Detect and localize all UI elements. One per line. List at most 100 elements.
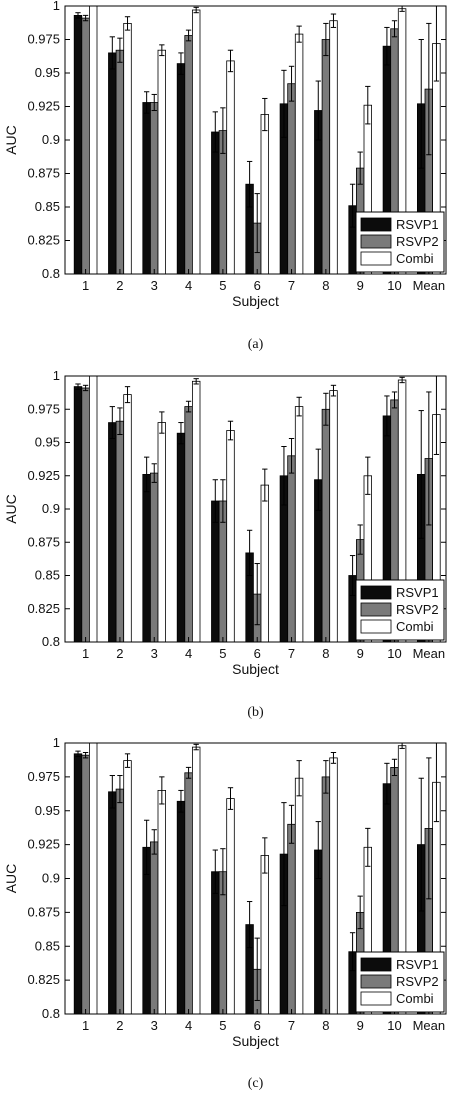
- bar-rsvp2: [321, 776, 331, 1015]
- bar-combi: [294, 406, 304, 643]
- y-axis-label: AUC: [3, 864, 19, 894]
- x-tick-label: 9: [357, 1018, 364, 1033]
- bar-rsvp1: [176, 800, 186, 1015]
- x-tick-label: 4: [185, 1018, 192, 1033]
- bar-combi: [157, 49, 166, 275]
- bar-rsvp2: [149, 102, 159, 275]
- bar-combi: [157, 790, 166, 1015]
- y-tick-label: 0.875: [27, 534, 60, 549]
- bar-rsvp2: [287, 83, 296, 275]
- chart-panel: 0.8 0.825 0.85 0.875 0.9 0.925 0.95 0.975 1 1 2 3 4 5…: [3, 368, 447, 720]
- y-tick-label: 0.825: [27, 972, 60, 987]
- y-tick-label: 0.875: [27, 904, 60, 919]
- bar-rsvp2: [149, 841, 159, 1015]
- legend-label-rsvp1: RSVP1: [396, 585, 439, 600]
- panel-caption: (a): [248, 337, 264, 352]
- y-tick-label: 0.85: [35, 199, 60, 214]
- bar-rsvp1: [176, 432, 186, 643]
- bar-rsvp1: [142, 473, 151, 643]
- x-tick-label: 4: [185, 646, 192, 661]
- x-tick-label: 2: [116, 646, 123, 661]
- legend-label-rsvp2: RSVP2: [396, 234, 439, 249]
- x-tick-label: Mean: [413, 1018, 446, 1033]
- x-tick-label: 7: [288, 1018, 295, 1033]
- panel-caption: (b): [247, 705, 264, 720]
- bar-rsvp2: [321, 39, 331, 275]
- bar-rsvp1: [142, 102, 151, 275]
- y-tick-label: 0.925: [27, 99, 60, 114]
- y-tick-label: 0.9: [42, 132, 60, 147]
- bar-combi: [89, 5, 98, 275]
- legend-swatch-rsvp1: [360, 957, 392, 972]
- legend-swatch-combi: [360, 991, 392, 1006]
- y-tick-label: 0.825: [27, 233, 60, 248]
- x-tick-label: 8: [322, 278, 329, 293]
- bar-combi: [260, 484, 269, 643]
- y-tick-label: 0.875: [27, 166, 60, 181]
- legend-label-rsvp2: RSVP2: [396, 602, 439, 617]
- x-tick-label: 1: [82, 278, 89, 293]
- y-tick-label: 0.925: [27, 837, 60, 852]
- bar-rsvp1: [108, 791, 117, 1015]
- bar-rsvp1: [176, 63, 186, 275]
- x-tick-label: 7: [288, 646, 295, 661]
- bar-combi: [89, 375, 98, 643]
- legend-label-combi: Combi: [396, 251, 434, 266]
- x-tick-label: Mean: [413, 278, 446, 293]
- bar-rsvp2: [81, 754, 90, 1015]
- x-tick-label: 4: [185, 278, 192, 293]
- legend-swatch-rsvp2: [360, 974, 392, 989]
- bar-rsvp1: [211, 131, 220, 275]
- chart-panel: 0.8 0.825 0.85 0.875 0.9 0.925 0.95 0.975 1 1 2 3 4 5…: [3, 735, 447, 1091]
- legend-label-combi: Combi: [396, 619, 434, 634]
- y-tick-label: 0.95: [35, 803, 60, 818]
- x-tick-label: 3: [151, 1018, 158, 1033]
- bar-combi: [123, 760, 132, 1015]
- legend-swatch-rsvp2: [360, 602, 392, 617]
- bar-combi: [329, 390, 338, 643]
- x-tick-label: 6: [254, 646, 261, 661]
- bar-rsvp2: [81, 17, 90, 275]
- bar-rsvp2: [287, 823, 296, 1015]
- bar-rsvp1: [108, 422, 117, 643]
- x-tick-label: 1: [82, 646, 89, 661]
- y-tick-label: 0.825: [27, 601, 60, 616]
- y-tick-label: 0.8: [42, 634, 60, 649]
- x-tick-label: 2: [116, 1018, 123, 1033]
- y-tick-label: 0.9: [42, 501, 60, 516]
- bar-combi: [226, 798, 235, 1015]
- y-tick-label: 0.9: [42, 871, 60, 886]
- bar-rsvp2: [149, 472, 159, 643]
- bar-combi: [329, 757, 338, 1015]
- bar-combi: [260, 114, 269, 275]
- legend-label-rsvp1: RSVP1: [396, 217, 439, 232]
- bar-rsvp2: [184, 772, 193, 1015]
- y-tick-label: 0.95: [35, 65, 60, 80]
- bar-rsvp2: [115, 420, 125, 643]
- x-tick-label: 8: [322, 1018, 329, 1033]
- x-tick-label: 9: [357, 278, 364, 293]
- bar-combi: [191, 746, 201, 1015]
- bar-rsvp2: [115, 49, 125, 275]
- x-tick-label: 5: [219, 1018, 226, 1033]
- legend-label-rsvp1: RSVP1: [396, 957, 439, 972]
- legend: RSVP1 RSVP2 Combi: [355, 211, 445, 273]
- y-tick-label: 1: [53, 368, 60, 383]
- x-tick-label: 8: [322, 646, 329, 661]
- bar-rsvp1: [108, 52, 117, 275]
- bar-combi: [226, 60, 235, 275]
- y-tick-label: 0.8: [42, 266, 60, 281]
- y-tick-label: 0.975: [27, 32, 60, 47]
- bar-rsvp1: [73, 386, 83, 643]
- bar-rsvp1: [73, 753, 83, 1015]
- x-tick-label: 10: [387, 1018, 401, 1033]
- y-tick-label: 0.925: [27, 468, 60, 483]
- y-tick-label: 1: [53, 735, 60, 750]
- x-tick-label: Mean: [413, 646, 446, 661]
- bar-combi: [294, 33, 304, 275]
- bar-combi: [123, 22, 132, 275]
- chart-panel: 0.8 0.825 0.85 0.875 0.9 0.925 0.95 0.975 1 1 2 3 4 5…: [3, 0, 447, 352]
- bar-rsvp2: [184, 406, 193, 643]
- x-tick-label: 5: [219, 278, 226, 293]
